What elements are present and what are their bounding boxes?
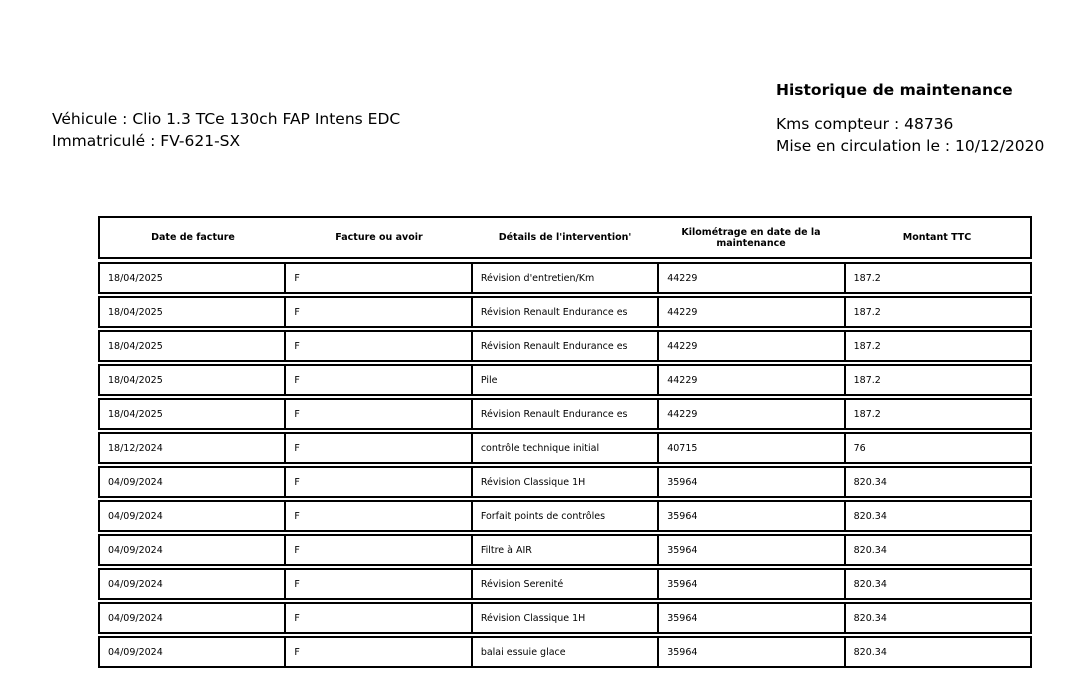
cell-type: F xyxy=(284,366,470,394)
cell-details: Révision d'entretien/Km xyxy=(470,264,657,292)
table-row: 04/09/2024 F Forfait points de contrôles 35… xyxy=(98,500,1032,532)
cell-type: F xyxy=(284,434,470,462)
header-mileage: Kilométrage en date de la maintenance xyxy=(681,226,821,249)
table-row: 04/09/2024 F Filtre à AIR 35964 820.34 xyxy=(98,534,1032,566)
vehicle-model: Véhicule : Clio 1.3 TCe 130ch FAP Intens… xyxy=(52,110,401,128)
cell-date: 18/04/2025 xyxy=(108,306,163,318)
cell-mileage: 44229 xyxy=(657,298,843,326)
cell-details: Révision Renault Endurance es xyxy=(470,332,657,360)
cell-details: Révision Renault Endurance es xyxy=(470,400,657,428)
header-date: Date de facture xyxy=(151,232,235,243)
cell-mileage: 35964 xyxy=(657,468,843,496)
table-row: 18/04/2025 F Révision Renault Endurance es… xyxy=(98,398,1032,430)
table-row: 04/09/2024 F Révision Serenité 35964 820.34 xyxy=(98,568,1032,600)
cell-type: F xyxy=(284,536,470,564)
cell-mileage: 44229 xyxy=(657,264,843,292)
cell-type: F xyxy=(284,332,470,360)
cell-mileage: 44229 xyxy=(657,400,843,428)
cell-date: 18/04/2025 xyxy=(108,408,163,420)
table-row: 18/04/2025 F Révision Renault Endurance es… xyxy=(98,296,1032,328)
cell-details: Révision Classique 1H xyxy=(470,604,657,632)
cell-mileage: 35964 xyxy=(657,604,843,632)
cell-amount: 820.34 xyxy=(843,502,1030,530)
cell-amount: 187.2 xyxy=(843,366,1030,394)
cell-amount: 187.2 xyxy=(843,332,1030,360)
table-body: 18/04/2025 F Révision d'entretien/Km 44229 1… xyxy=(98,262,1032,668)
cell-mileage: 40715 xyxy=(657,434,843,462)
cell-details: Révision Classique 1H xyxy=(470,468,657,496)
cell-details: Pile xyxy=(470,366,657,394)
maintenance-summary: Historique de maintenance Kms compteur :… xyxy=(776,79,1044,157)
cell-date: 18/12/2024 xyxy=(108,442,163,454)
cell-type: F xyxy=(284,468,470,496)
cell-type: F xyxy=(284,570,470,598)
cell-type: F xyxy=(284,298,470,326)
cell-amount: 187.2 xyxy=(843,400,1030,428)
cell-details: balai essuie glace xyxy=(470,638,657,666)
cell-date: 04/09/2024 xyxy=(108,646,163,658)
first-registration-date: Mise en circulation le : 10/12/2020 xyxy=(776,137,1045,155)
cell-mileage: 35964 xyxy=(657,502,843,530)
odometer: Kms compteur : 48736 xyxy=(776,115,954,133)
cell-amount: 820.34 xyxy=(843,604,1030,632)
header-amount: Montant TTC xyxy=(902,232,972,243)
header-type: Facture ou avoir xyxy=(335,232,423,243)
cell-amount: 820.34 xyxy=(843,468,1030,496)
cell-date: 18/04/2025 xyxy=(108,272,163,284)
document-title: Historique de maintenance xyxy=(776,81,1013,99)
header-details: Détails de l'intervention' xyxy=(498,232,632,243)
cell-date: 18/04/2025 xyxy=(108,374,163,386)
cell-type: F xyxy=(284,400,470,428)
cell-details: Forfait points de contrôles xyxy=(470,502,657,530)
cell-amount: 76 xyxy=(843,434,1030,462)
cell-date: 18/04/2025 xyxy=(108,340,163,352)
cell-type: F xyxy=(284,264,470,292)
vehicle-registration: Immatriculé : FV-621-SX xyxy=(52,132,241,150)
cell-amount: 187.2 xyxy=(843,264,1030,292)
cell-details: Filtre à AIR xyxy=(470,536,657,564)
cell-mileage: 35964 xyxy=(657,536,843,564)
table-row: 18/04/2025 F Pile 44229 187.2 xyxy=(98,364,1032,396)
cell-mileage: 35964 xyxy=(657,638,843,666)
cell-details: contrôle technique initial xyxy=(470,434,657,462)
cell-type: F xyxy=(284,638,470,666)
cell-mileage: 44229 xyxy=(657,332,843,360)
vehicle-info: Véhicule : Clio 1.3 TCe 130ch FAP Intens… xyxy=(52,108,400,152)
cell-date: 04/09/2024 xyxy=(108,544,163,556)
cell-amount: 187.2 xyxy=(843,298,1030,326)
cell-details: Révision Serenité xyxy=(470,570,657,598)
table-row: 18/04/2025 F Révision d'entretien/Km 44229 1… xyxy=(98,262,1032,294)
cell-amount: 820.34 xyxy=(843,570,1030,598)
cell-date: 04/09/2024 xyxy=(108,510,163,522)
cell-details: Révision Renault Endurance es xyxy=(470,298,657,326)
cell-amount: 820.34 xyxy=(843,638,1030,666)
cell-mileage: 44229 xyxy=(657,366,843,394)
cell-date: 04/09/2024 xyxy=(108,612,163,624)
table-row: 04/09/2024 F Révision Classique 1H 35964 820… xyxy=(98,466,1032,498)
table-row: 18/04/2025 F Révision Renault Endurance es… xyxy=(98,330,1032,362)
cell-type: F xyxy=(284,502,470,530)
cell-type: F xyxy=(284,604,470,632)
table-header: Date de facture Facture ou avoir Détails… xyxy=(98,216,1032,259)
maintenance-table: Date de facture Facture ou avoir Détails… xyxy=(98,216,1032,668)
cell-mileage: 35964 xyxy=(657,570,843,598)
cell-date: 04/09/2024 xyxy=(108,578,163,590)
cell-amount: 820.34 xyxy=(843,536,1030,564)
table-row: 04/09/2024 F Révision Classique 1H 35964 820… xyxy=(98,602,1032,634)
cell-date: 04/09/2024 xyxy=(108,476,163,488)
